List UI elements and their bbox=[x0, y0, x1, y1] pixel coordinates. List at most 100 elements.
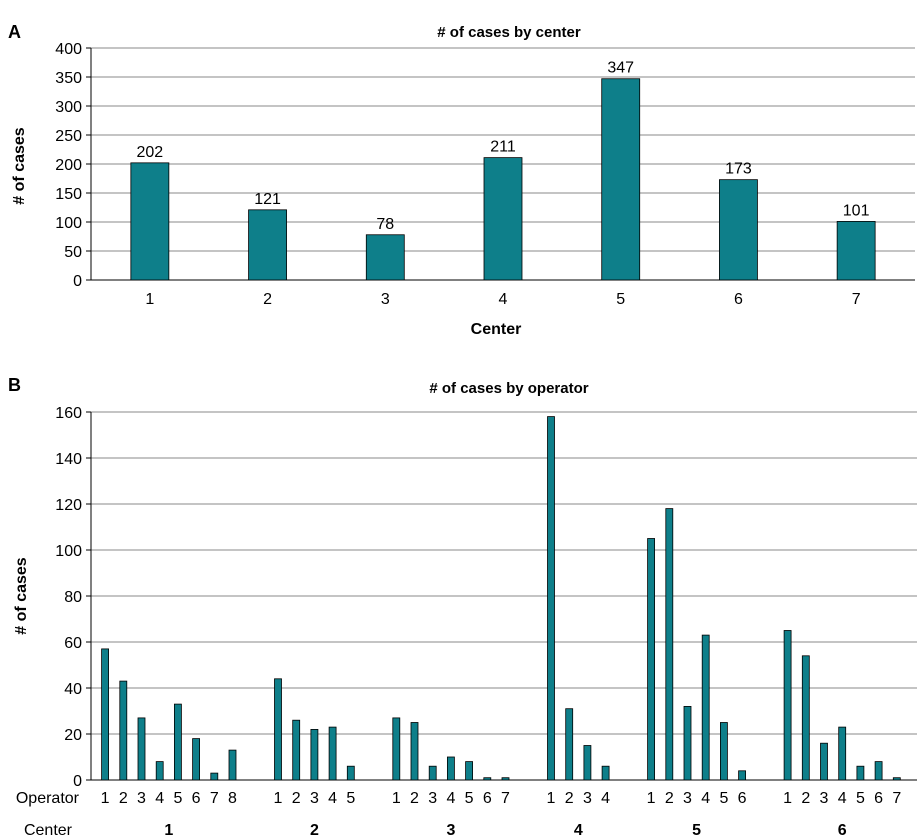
bar bbox=[719, 179, 758, 281]
bar bbox=[446, 756, 455, 781]
operator-row-label: Operator bbox=[16, 790, 80, 807]
bar bbox=[601, 78, 641, 281]
bar bbox=[310, 729, 319, 781]
y-tick-label: 0 bbox=[73, 273, 82, 290]
bar bbox=[820, 742, 828, 781]
operator-tick-label: 2 bbox=[292, 790, 301, 807]
operator-tick-label: 5 bbox=[346, 790, 355, 807]
data-label: 347 bbox=[607, 60, 634, 77]
bar bbox=[274, 678, 282, 781]
x-tick-label: 3 bbox=[381, 291, 390, 308]
bar bbox=[155, 761, 164, 781]
operator-tick-label: 3 bbox=[583, 790, 592, 807]
operator-tick-label: 2 bbox=[410, 790, 419, 807]
operator-tick-label: 3 bbox=[310, 790, 319, 807]
center-group-label: 1 bbox=[164, 822, 173, 838]
y-tick-label: 80 bbox=[64, 589, 82, 606]
operator-tick-label: 1 bbox=[547, 790, 556, 807]
bar bbox=[137, 717, 146, 781]
bar bbox=[701, 634, 710, 781]
y-tick-label: 160 bbox=[55, 405, 82, 422]
operator-tick-label: 4 bbox=[328, 790, 337, 807]
y-tick-label: 50 bbox=[64, 244, 82, 261]
x-tick-label: 6 bbox=[734, 291, 743, 308]
bar bbox=[665, 508, 674, 781]
chart-b-ylabel: # of cases bbox=[13, 557, 30, 634]
center-group-label: 6 bbox=[838, 822, 847, 838]
center-group-label: 5 bbox=[692, 822, 701, 838]
bar bbox=[601, 765, 610, 781]
operator-tick-label: 2 bbox=[565, 790, 574, 807]
bar bbox=[874, 761, 883, 781]
y-tick-label: 100 bbox=[55, 543, 82, 560]
chart-a-xlabel: Center bbox=[471, 321, 522, 338]
bar bbox=[783, 630, 792, 781]
operator-tick-label: 5 bbox=[173, 790, 182, 807]
y-tick-label: 150 bbox=[55, 186, 82, 203]
operator-tick-label: 1 bbox=[392, 790, 401, 807]
operator-tick-label: 5 bbox=[856, 790, 865, 807]
y-tick-label: 60 bbox=[64, 635, 82, 652]
y-tick-label: 20 bbox=[64, 727, 82, 744]
operator-tick-label: 5 bbox=[719, 790, 728, 807]
bar bbox=[683, 706, 692, 781]
data-label: 101 bbox=[843, 202, 870, 219]
x-tick-label: 1 bbox=[145, 291, 154, 308]
y-tick-label: 120 bbox=[55, 497, 82, 514]
operator-tick-label: 2 bbox=[119, 790, 128, 807]
y-tick-label: 350 bbox=[55, 70, 82, 87]
operator-tick-label: 8 bbox=[228, 790, 237, 807]
chart-a-title: # of cases by center bbox=[437, 24, 581, 41]
chart-b-title: # of cases by operator bbox=[429, 380, 588, 397]
bar bbox=[465, 761, 474, 781]
bar bbox=[328, 726, 337, 781]
operator-tick-label: 6 bbox=[738, 790, 747, 807]
operator-tick-label: 3 bbox=[820, 790, 829, 807]
x-tick-label: 4 bbox=[499, 291, 508, 308]
bar bbox=[483, 157, 523, 281]
data-label: 121 bbox=[254, 191, 281, 208]
chart-a-plot: 0 50 100 150 200 250 300 350 400 202 1 121 2 78 3 211 4 3… bbox=[55, 41, 915, 308]
y-tick-label: 300 bbox=[55, 99, 82, 116]
bar bbox=[392, 717, 401, 781]
bar bbox=[501, 777, 510, 781]
center-group-label: 2 bbox=[310, 822, 319, 838]
bar bbox=[101, 648, 109, 781]
bar bbox=[292, 719, 301, 781]
chart-a-ylabel: # of cases bbox=[11, 127, 28, 204]
y-tick-label: 0 bbox=[73, 773, 82, 790]
bar bbox=[173, 703, 182, 781]
data-label: 78 bbox=[376, 216, 394, 233]
operator-tick-label: 6 bbox=[192, 790, 201, 807]
operator-tick-label: 7 bbox=[892, 790, 901, 807]
operator-tick-label: 4 bbox=[838, 790, 847, 807]
x-tick-label: 5 bbox=[616, 291, 625, 308]
center-group-label: 4 bbox=[574, 822, 583, 838]
data-label: 202 bbox=[137, 144, 164, 161]
bar bbox=[801, 655, 810, 781]
bar bbox=[346, 765, 355, 781]
y-tick-label: 400 bbox=[55, 41, 82, 58]
operator-tick-label: 3 bbox=[683, 790, 692, 807]
operator-tick-label: 4 bbox=[446, 790, 455, 807]
bar bbox=[547, 416, 555, 781]
bar bbox=[192, 738, 201, 781]
operator-tick-label: 2 bbox=[665, 790, 674, 807]
bar bbox=[119, 680, 128, 781]
bar bbox=[856, 765, 865, 781]
data-label: 211 bbox=[490, 139, 516, 156]
bar bbox=[365, 234, 405, 281]
y-tick-label: 140 bbox=[55, 451, 82, 468]
x-tick-label: 7 bbox=[852, 291, 861, 308]
center-group-label: 3 bbox=[446, 822, 455, 838]
y-tick-label: 250 bbox=[55, 128, 82, 145]
panel-a-letter: A bbox=[8, 22, 21, 42]
bar bbox=[583, 745, 592, 781]
bar bbox=[836, 221, 876, 281]
bar bbox=[410, 722, 419, 781]
bar bbox=[210, 772, 219, 781]
panel-b-letter: B bbox=[8, 375, 21, 395]
operator-tick-label: 3 bbox=[137, 790, 146, 807]
